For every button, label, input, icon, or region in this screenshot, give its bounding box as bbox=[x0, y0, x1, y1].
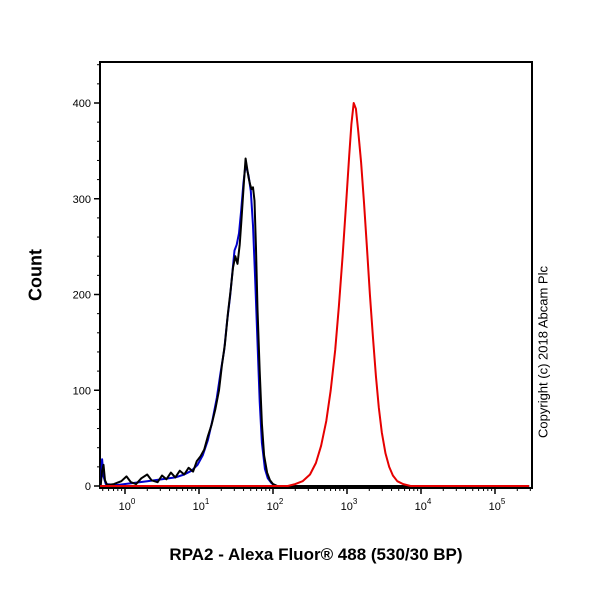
plot-box bbox=[99, 61, 533, 489]
x-tick-label: 104 bbox=[415, 497, 432, 513]
x-tick-label: 102 bbox=[267, 497, 284, 513]
x-tick-label: 100 bbox=[119, 497, 136, 513]
x-tick-label: 105 bbox=[489, 497, 506, 513]
blue-curve bbox=[100, 163, 530, 487]
y-tick-label: 300 bbox=[73, 194, 91, 206]
y-tick-label: 0 bbox=[85, 481, 91, 493]
y-tick-label: 400 bbox=[73, 98, 91, 110]
curves-group bbox=[100, 102, 530, 487]
copyright-text: Copyright (c) 2018 Abcam Plc bbox=[535, 266, 551, 438]
chart-title: RPA2 - Alexa Fluor® 488 (530/30 BP) bbox=[169, 545, 463, 564]
black-curve bbox=[100, 157, 530, 487]
y-tick-label: 100 bbox=[73, 385, 91, 397]
y-tick-label: 200 bbox=[73, 290, 91, 302]
x-tick-label: 101 bbox=[193, 497, 210, 513]
x-tick-label: 103 bbox=[341, 497, 358, 513]
y-axis-label: Count bbox=[25, 249, 46, 301]
red-curve bbox=[100, 102, 530, 487]
